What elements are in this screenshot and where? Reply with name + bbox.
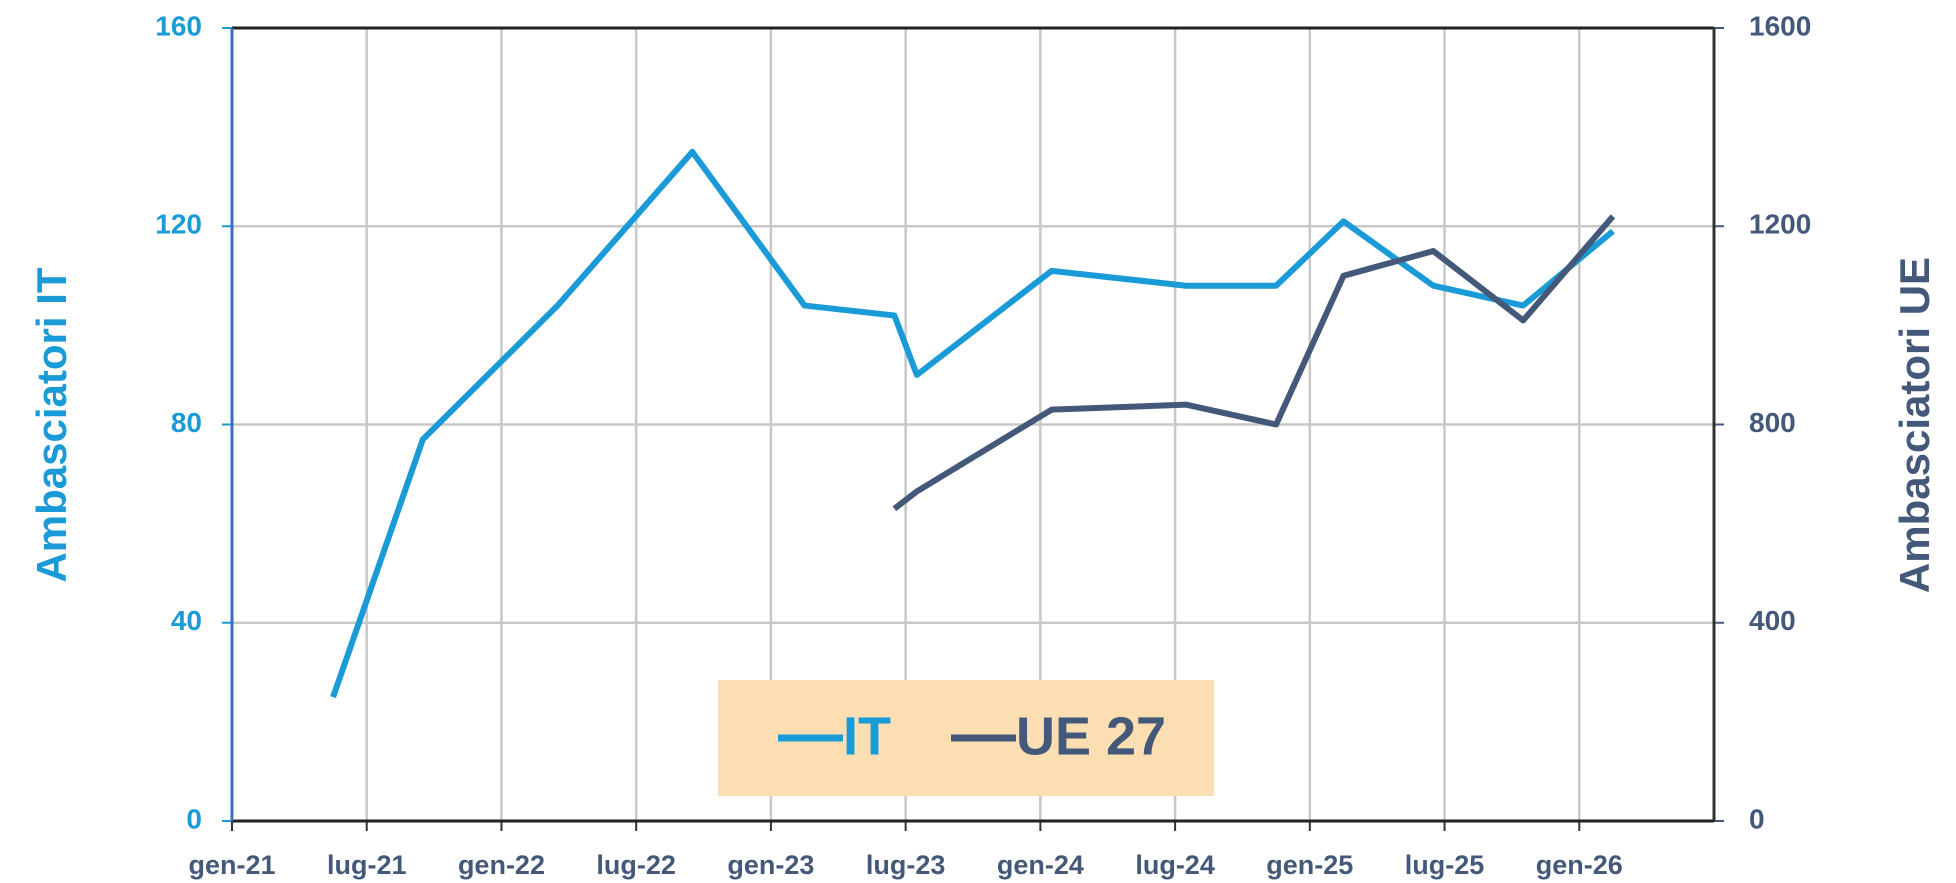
y2-tick-label: 1200 xyxy=(1749,209,1811,240)
y-tick-label: 40 xyxy=(171,605,202,636)
x-tick-label: lug-21 xyxy=(327,850,407,880)
y-tick-label: 80 xyxy=(171,407,202,438)
x-tick-label: gen-24 xyxy=(997,850,1084,880)
series-line xyxy=(330,148,1615,699)
y2-tick-label: 800 xyxy=(1749,407,1796,438)
x-tick-label: gen-22 xyxy=(458,850,545,880)
x-tick-label: lug-22 xyxy=(596,850,676,880)
y-tick-label: 160 xyxy=(155,10,202,41)
x-tick-label: lug-25 xyxy=(1405,850,1485,880)
x-tick-label: gen-26 xyxy=(1536,850,1623,880)
x-tick-label: gen-25 xyxy=(1266,850,1353,880)
x-tick-label: lug-24 xyxy=(1135,850,1215,880)
y-axis-label: Ambasciatori IT xyxy=(28,267,75,582)
y2-axis-label: Ambasciatori UE xyxy=(1891,257,1938,593)
x-tick-label: gen-21 xyxy=(188,850,275,880)
x-tick-label: gen-23 xyxy=(727,850,814,880)
legend-label: UE 27 xyxy=(1016,706,1166,766)
y-tick-label: 0 xyxy=(186,803,202,834)
x-tick-label: lug-23 xyxy=(866,850,946,880)
y2-tick-label: 400 xyxy=(1749,605,1796,636)
series-line xyxy=(892,214,1616,512)
legend: IT UE 27 xyxy=(718,680,1214,796)
y2-tick-label: 0 xyxy=(1749,803,1765,834)
y2-tick-label: 1600 xyxy=(1749,10,1811,41)
y-tick-label: 120 xyxy=(155,209,202,240)
legend-label: IT xyxy=(843,706,891,766)
